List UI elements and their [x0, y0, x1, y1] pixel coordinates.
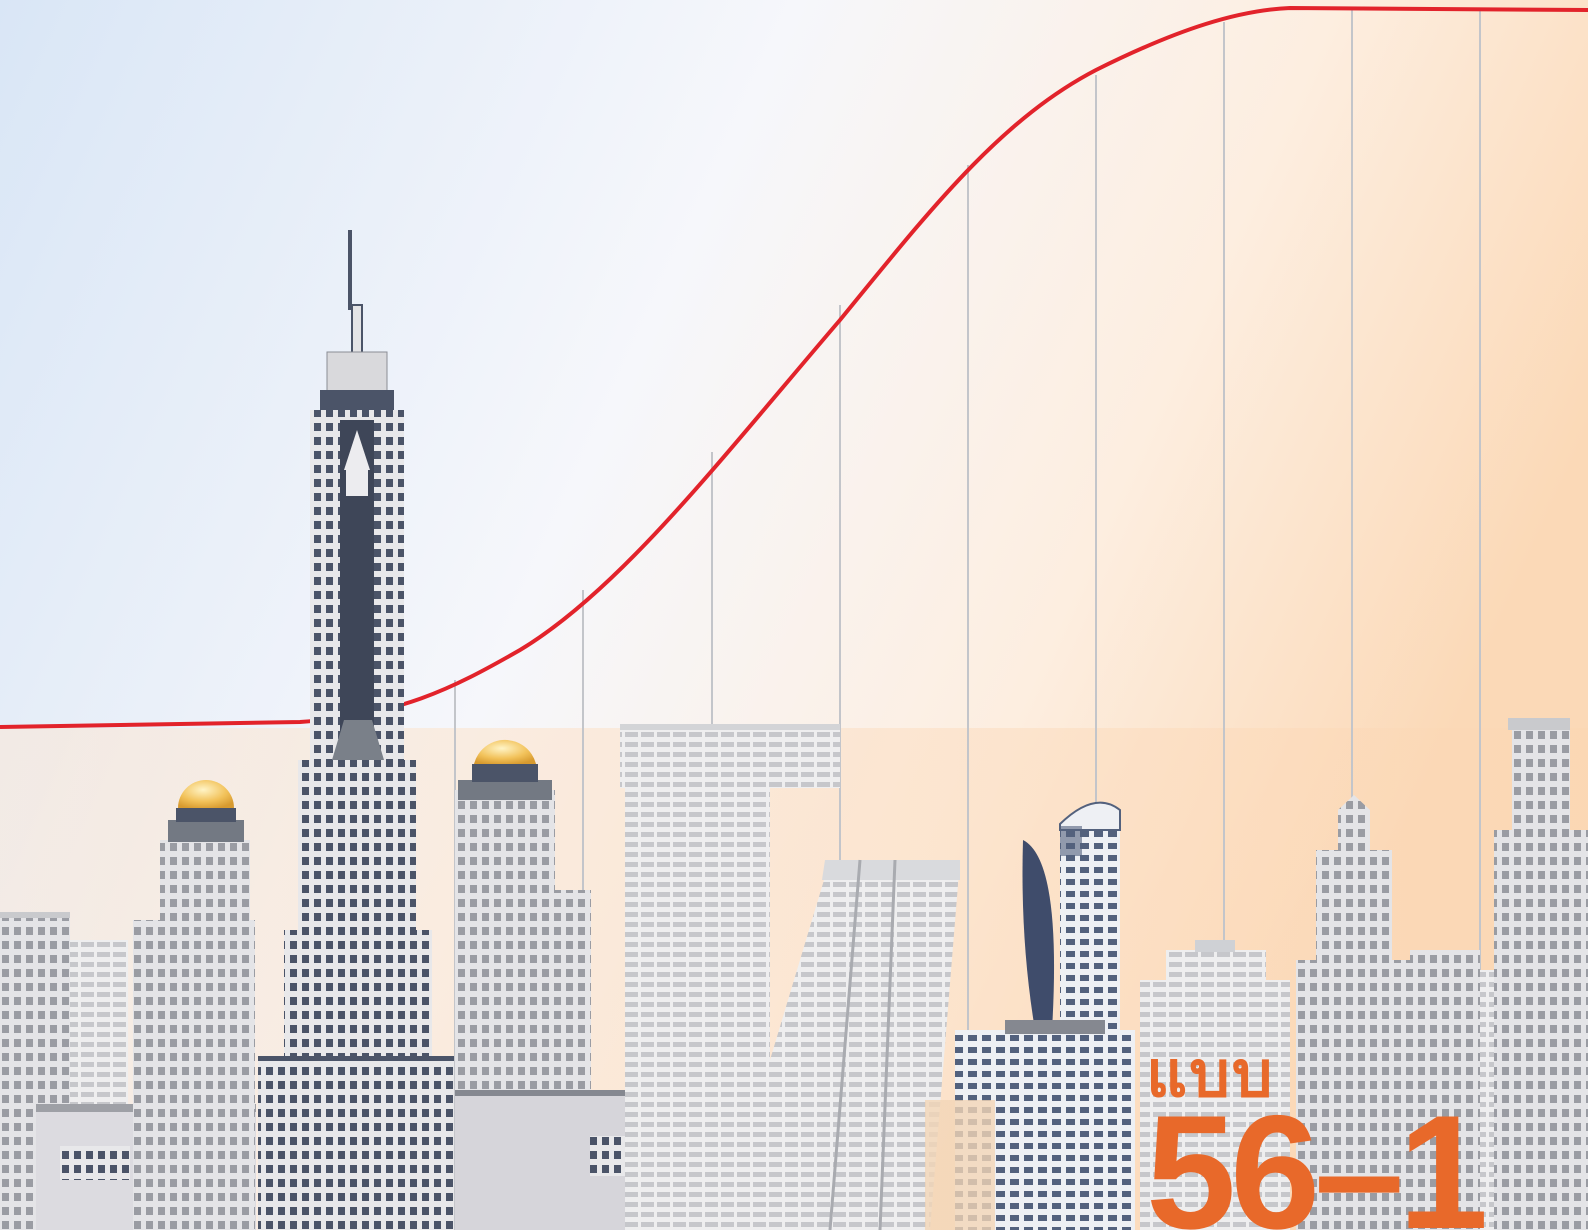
growth-curve-icon [0, 5, 1588, 729]
city-skyline-icon [0, 230, 1588, 1230]
form-56-1-label: แบบ 56–1 [1146, 1038, 1488, 1230]
form-number: 56–1 [1146, 1082, 1488, 1230]
form-word: แบบ [1146, 1038, 1275, 1110]
